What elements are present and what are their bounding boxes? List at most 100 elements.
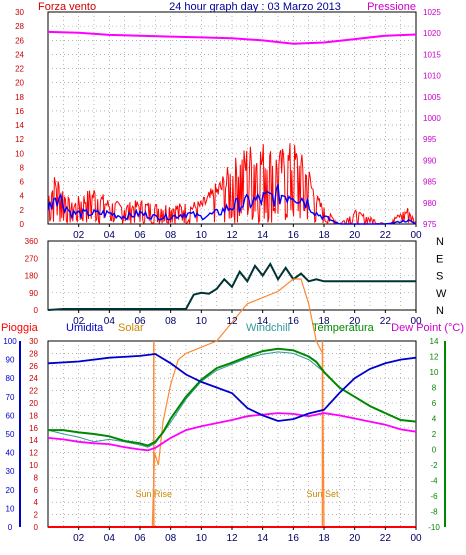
rain-y-tick-label: 16 bbox=[29, 424, 38, 433]
temperature-y-tick-label: -8 bbox=[430, 508, 438, 517]
temperature-y-tick-label: 8 bbox=[432, 384, 437, 393]
sun-marker-label: Sun Rise bbox=[136, 489, 173, 499]
pressure-y-tick-label: 1020 bbox=[423, 29, 441, 38]
humidity-line bbox=[47, 353, 417, 422]
direction-y-tick-label: 0 bbox=[34, 306, 39, 315]
x-tick-label: 10 bbox=[196, 230, 208, 241]
wind-y-tick-label: 10 bbox=[15, 149, 24, 158]
dewpoint-label: Dew Point (°C) bbox=[391, 322, 464, 334]
direction-compass-label: E bbox=[436, 253, 443, 265]
wind-y-tick-label: 30 bbox=[15, 8, 24, 17]
humidity-y-tick-label: 80 bbox=[6, 374, 15, 383]
wind-panel-left-title: Forza vento bbox=[38, 1, 96, 13]
direction-compass-label: N bbox=[436, 236, 444, 248]
x-tick-label: 00 bbox=[410, 316, 422, 327]
chart-title: 24 hour graph day : 03 Marzo 2013 bbox=[169, 1, 341, 13]
wind-y-tick-label: 20 bbox=[15, 79, 24, 88]
rain-y-tick-label: 0 bbox=[34, 523, 39, 532]
x-tick-label: 06 bbox=[134, 316, 146, 327]
temperature-label: Temperatura bbox=[312, 322, 375, 334]
solar-line bbox=[48, 278, 416, 528]
rain-y-tick-label: 10 bbox=[29, 461, 38, 470]
x-tick-label: 16 bbox=[288, 533, 300, 544]
x-tick-label: 16 bbox=[288, 316, 300, 327]
humidity-y-tick-label: 0 bbox=[8, 523, 13, 532]
temperature-y-tick-label: 14 bbox=[430, 337, 439, 346]
temperature-y-tick-label: 4 bbox=[432, 415, 437, 424]
x-tick-label: 10 bbox=[196, 533, 208, 544]
wind-y-tick-label: 16 bbox=[15, 107, 24, 116]
x-tick-label: 22 bbox=[380, 316, 392, 327]
rain-y-tick-label: 6 bbox=[34, 486, 39, 495]
x-tick-label: 16 bbox=[288, 230, 300, 241]
x-tick-label: 18 bbox=[318, 533, 330, 544]
pressure-line bbox=[47, 30, 417, 45]
x-tick-label: 06 bbox=[134, 533, 146, 544]
wind-y-tick-label: 8 bbox=[20, 163, 25, 172]
x-tick-label: 12 bbox=[226, 533, 238, 544]
x-tick-label: 14 bbox=[257, 533, 269, 544]
pressure-y-tick-label: 1015 bbox=[423, 50, 441, 59]
temperature-y-tick-label: 0 bbox=[432, 446, 437, 455]
direction-compass-label: S bbox=[436, 271, 443, 283]
wind-y-tick-label: 0 bbox=[20, 220, 25, 229]
temperature-y-tick-label: 12 bbox=[430, 353, 439, 362]
humidity-y-tick-label: 50 bbox=[6, 430, 15, 439]
wind-y-tick-label: 26 bbox=[15, 36, 24, 45]
x-tick-label: 20 bbox=[349, 316, 361, 327]
rain-label: Pioggia bbox=[1, 322, 39, 334]
humidity-y-tick-label: 60 bbox=[6, 411, 15, 420]
pressure-y-tick-label: 1005 bbox=[423, 93, 441, 102]
rain-y-tick-label: 20 bbox=[29, 399, 38, 408]
direction-compass-label: W bbox=[436, 288, 447, 300]
direction-y-tick-label: 180 bbox=[25, 272, 39, 281]
pressure-y-tick-label: 995 bbox=[423, 135, 437, 144]
direction-compass-label: N bbox=[436, 305, 444, 317]
direction-y-tick-label: 90 bbox=[29, 289, 38, 298]
x-tick-label: 06 bbox=[134, 230, 146, 241]
temperature-line bbox=[48, 347, 417, 447]
temperature-y-tick-label: -10 bbox=[428, 523, 440, 532]
pressure-y-tick-label: 985 bbox=[423, 178, 437, 187]
direction-y-tick-label: 270 bbox=[25, 254, 39, 263]
humidity-y-tick-label: 10 bbox=[6, 504, 15, 513]
x-tick-label: 00 bbox=[410, 230, 422, 241]
rain-y-tick-label: 8 bbox=[34, 473, 39, 482]
wind-y-tick-label: 4 bbox=[20, 192, 25, 201]
direction-y-tick-label: 360 bbox=[25, 237, 39, 246]
rain-y-tick-label: 12 bbox=[29, 449, 38, 458]
wind-y-tick-label: 22 bbox=[15, 65, 24, 74]
humidity-y-tick-label: 90 bbox=[6, 356, 15, 365]
humidity-y-tick-label: 30 bbox=[6, 467, 15, 476]
x-tick-label: 10 bbox=[196, 316, 208, 327]
x-tick-label: 08 bbox=[165, 533, 177, 544]
wind-speed-line bbox=[47, 143, 417, 226]
pressure-y-tick-label: 975 bbox=[423, 220, 437, 229]
humidity-y-tick-label: 20 bbox=[6, 486, 15, 495]
x-tick-label: 04 bbox=[104, 316, 116, 327]
x-tick-label: 02 bbox=[73, 316, 85, 327]
dewpoint-line bbox=[47, 412, 417, 452]
temperature-y-tick-label: -2 bbox=[430, 461, 438, 470]
x-tick-label: 18 bbox=[318, 230, 330, 241]
x-tick-label: 04 bbox=[104, 230, 116, 241]
x-tick-label: 20 bbox=[349, 533, 361, 544]
wind-direction-line bbox=[47, 262, 416, 311]
wind-y-tick-label: 18 bbox=[15, 93, 24, 102]
x-tick-label: 08 bbox=[165, 316, 177, 327]
rain-y-tick-label: 4 bbox=[34, 498, 39, 507]
x-tick-label: 04 bbox=[104, 533, 116, 544]
x-tick-label: 02 bbox=[73, 230, 85, 241]
x-tick-label: 14 bbox=[257, 316, 269, 327]
x-tick-label: 12 bbox=[226, 230, 238, 241]
wind-y-tick-label: 24 bbox=[15, 50, 24, 59]
rain-y-tick-label: 24 bbox=[29, 374, 38, 383]
x-tick-label: 02 bbox=[73, 533, 85, 544]
solar-label: Solar bbox=[118, 322, 144, 334]
x-tick-label: 20 bbox=[349, 230, 361, 241]
wind-y-tick-label: 6 bbox=[20, 178, 25, 187]
rain-y-tick-label: 2 bbox=[34, 511, 39, 520]
rain-y-tick-label: 18 bbox=[29, 411, 38, 420]
pressure-y-tick-label: 980 bbox=[423, 199, 437, 208]
wind-y-tick-label: 28 bbox=[15, 22, 24, 31]
